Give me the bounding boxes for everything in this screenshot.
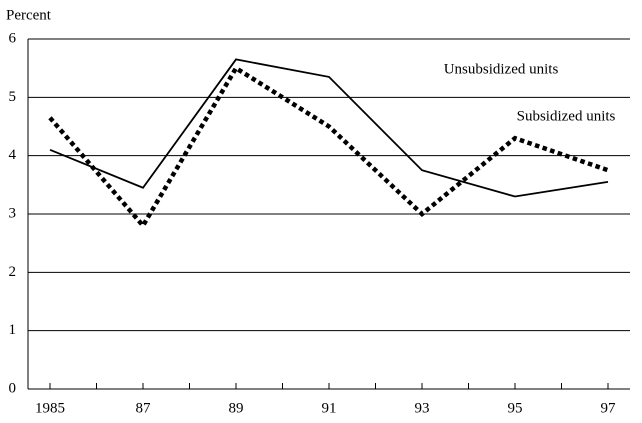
y-axis-label: Percent: [6, 7, 52, 23]
y-tick-label: 5: [9, 89, 17, 105]
series-line: [48, 65, 609, 230]
y-tick-label: 4: [9, 147, 17, 163]
y-tick-label: 1: [9, 322, 17, 338]
x-tick-label: 93: [415, 400, 430, 416]
series-line: [49, 58, 609, 198]
y-tick-label: 3: [9, 205, 17, 221]
y-tick-label: 6: [9, 30, 17, 46]
y-tick-label: 0: [9, 380, 17, 396]
x-tick-label: 91: [322, 400, 337, 416]
x-tick-label: 1985: [35, 400, 65, 416]
x-tick-label: 95: [508, 400, 523, 416]
y-tick-label: 2: [9, 264, 17, 280]
x-tick-label: 87: [136, 400, 152, 416]
series-label: Unsubsidized units: [444, 61, 559, 77]
series-label: Subsidized units: [517, 108, 616, 124]
x-tick-label: 89: [229, 400, 244, 416]
x-tick-label: 97: [601, 400, 617, 416]
